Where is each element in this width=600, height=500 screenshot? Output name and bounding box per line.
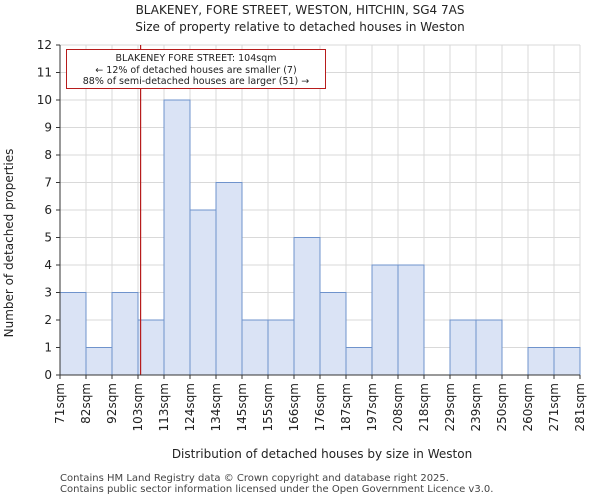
footer-copyright: Contains HM Land Registry data © Crown c… [60,473,449,484]
x-tick-label: 155sqm [261,383,275,431]
bars-layer [59,99,581,376]
y-axis-label: Number of detached properties [2,148,16,338]
histogram-bar [137,319,165,376]
histogram-bar [85,347,113,376]
histogram-bar [293,237,321,376]
x-tick-label: 250sqm [495,383,509,431]
x-tick-label: 239sqm [469,383,483,431]
x-axis-label: Distribution of detached houses by size … [171,447,473,461]
x-tick-label: 260sqm [521,383,535,431]
x-tick-label: 134sqm [209,383,223,431]
axes-layer [56,44,581,379]
footer-licence: Contains public sector information licen… [60,484,494,495]
histogram-bar [475,319,503,376]
chart-title: BLAKENEY, FORE STREET, WESTON, HITCHIN, … [135,3,465,17]
y-tick-label: 10 [37,93,52,107]
histogram-bar [111,292,139,376]
x-tick-label: 271sqm [547,383,561,431]
annotation-line-3: 88% of semi-detached houses are larger (… [82,76,310,87]
x-tick-label: 124sqm [183,383,197,431]
y-tick-label: 8 [44,148,52,162]
y-tick-label: 6 [44,203,52,217]
histogram-bar [59,292,87,376]
x-tick-label: 176sqm [313,383,327,431]
x-tick-label: 229sqm [443,383,457,431]
y-tick-label: 12 [37,38,52,52]
histogram-bar [449,319,477,376]
histogram-bar [397,264,425,376]
property-annotation-box: BLAKENEY FORE STREET: 104sqm ← 12% of de… [66,49,326,89]
x-tick-label: 71sqm [53,383,67,424]
x-tick-label: 197sqm [365,383,379,431]
histogram-bar [241,319,269,376]
y-tick-label: 7 [44,176,52,190]
annotation-line-2: ← 12% of detached houses are smaller (7) [95,64,297,76]
histogram-bar [553,347,581,376]
x-tick-label: 92sqm [105,383,119,424]
chart-subtitle: Size of property relative to detached ho… [135,20,465,34]
x-tick-label: 82sqm [79,383,93,424]
histogram-bar [189,209,217,376]
histogram-bar [163,99,191,376]
y-tick-label: 11 [37,66,52,80]
x-tick-label: 145sqm [235,383,249,431]
x-tick-label: 113sqm [157,383,171,431]
histogram-bar [527,347,555,376]
x-tick-label: 187sqm [339,383,353,431]
annotation-line-1: BLAKENEY FORE STREET: 104sqm [115,53,277,64]
x-tick-label: 103sqm [131,383,145,431]
y-tick-label: 0 [44,368,52,382]
y-tick-label: 9 [44,121,52,135]
histogram-bar [267,319,295,376]
histogram-bar [319,292,347,376]
y-tick-label: 2 [44,313,52,327]
y-tick-label: 1 [44,341,52,355]
y-tick-label: 4 [44,258,52,272]
x-tick-label: 218sqm [417,383,431,431]
y-tick-label: 3 [44,286,52,300]
x-tick-label: 281sqm [573,383,587,431]
x-tick-label: 208sqm [391,383,405,431]
histogram-bar [345,347,373,376]
histogram-bar [371,264,399,376]
x-tick-label: 166sqm [287,383,301,431]
histogram-bar [215,182,243,376]
x-tick-labels: 71sqm 82sqm 92sqm 103sqm 113sqm 124sqm 134sqm 1… [53,383,587,431]
y-tick-label: 5 [44,231,52,245]
